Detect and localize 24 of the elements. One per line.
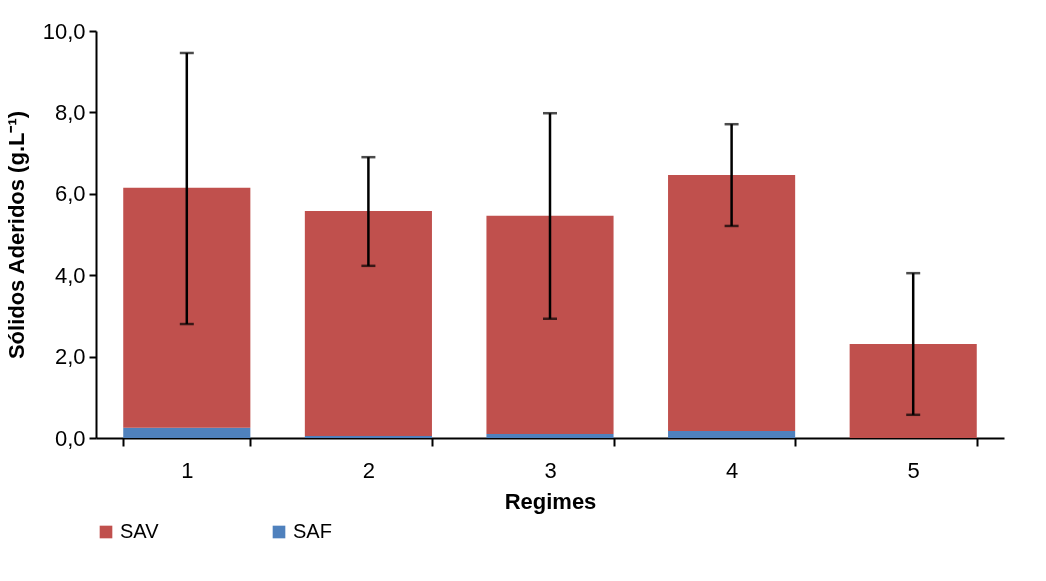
- bar: [123, 187, 251, 428]
- y-tick-label: 4,0: [54, 262, 86, 288]
- y-tick-label: 6,0: [54, 181, 86, 207]
- bar: [668, 431, 796, 438]
- x-tick-label: 5: [907, 457, 920, 483]
- y-axis-title: Sólidos Aderidos (g.L⁻¹): [3, 110, 29, 360]
- bar: [668, 175, 796, 432]
- x-tick-label: 4: [725, 457, 739, 483]
- bar: [486, 215, 614, 434]
- y-tick-label: 10,0: [42, 18, 86, 44]
- x-axis-title: Regimes: [504, 488, 597, 514]
- bar: [304, 210, 432, 436]
- x-tick-label: 3: [544, 457, 557, 483]
- bar: [304, 435, 432, 438]
- y-tick-label: 8,0: [54, 99, 86, 125]
- legend-label: SAV: [120, 520, 160, 542]
- x-tick-label: 1: [181, 457, 194, 483]
- bar: [486, 433, 614, 438]
- x-tick-label: 2: [362, 457, 376, 483]
- y-tick-label: 2,0: [54, 344, 86, 370]
- bar: [123, 427, 251, 438]
- legend-label: SAF: [293, 520, 332, 542]
- bar: [849, 343, 977, 438]
- y-tick-label: 0,0: [54, 425, 86, 451]
